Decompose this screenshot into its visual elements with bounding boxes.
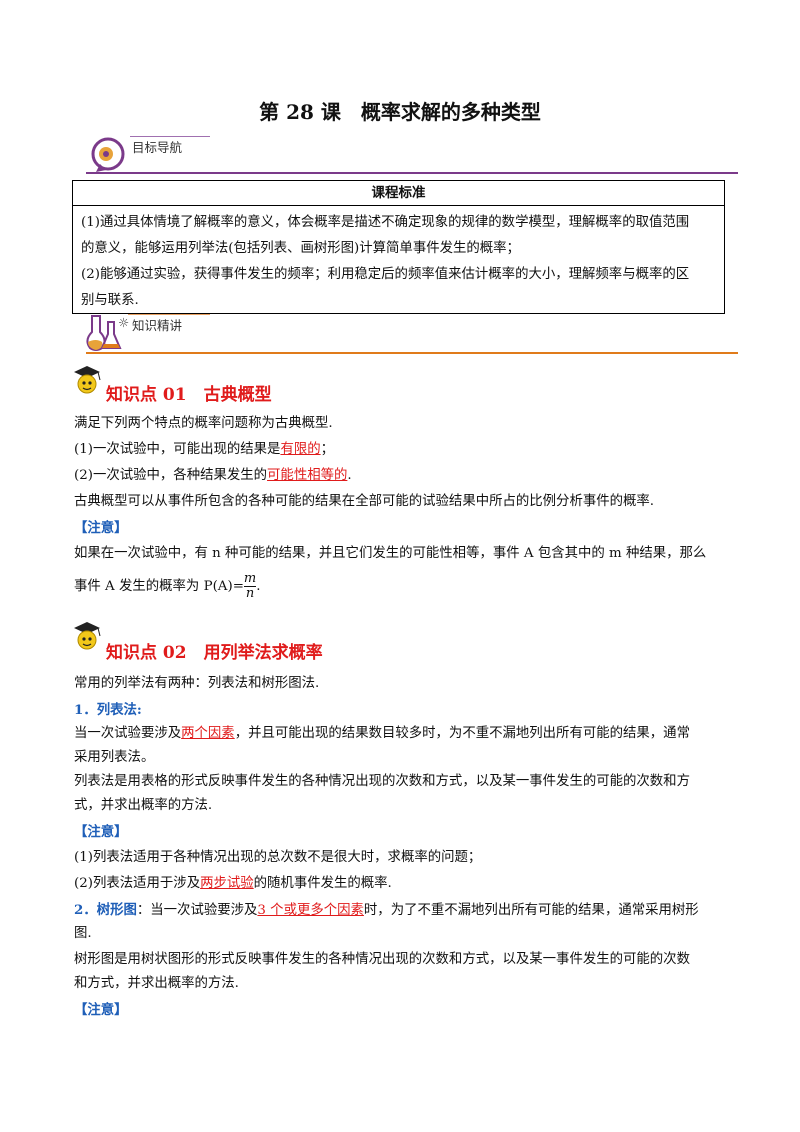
kp2-intro: 常用的列举法有两种：列表法和树形图法. xyxy=(74,676,320,691)
kp1-p1-highlight: 有限的 xyxy=(280,442,321,457)
standard-line-2: 的意义，能够运用列举法(包括列表、画树形图)计算简单事件发生的概率； xyxy=(81,241,520,256)
kp2-note-1: (1)列表法适用于各种情况出现的总次数不是很大时，求概率的问题； xyxy=(74,850,482,865)
kp2-list-method-heading: 1．列表法: xyxy=(74,702,142,718)
kp1-description: 古典概型可以从事件所包含的各种可能的结果在全部可能的试验结果中所占的比例分析事件… xyxy=(74,494,655,509)
kp2-n2-highlight: 两步试验 xyxy=(200,876,254,891)
kp2-note-heading-2: 【注意】 xyxy=(74,1002,128,1018)
knowledge-underline xyxy=(128,314,210,315)
kp2-list-line-4: 式，并求出概率的方法. xyxy=(74,798,213,813)
kp1-title: 知识点 01 古典概型 xyxy=(106,385,272,405)
goal-nav-rule xyxy=(86,172,738,174)
kp2-tree-line-2: 图. xyxy=(74,926,92,941)
flask-icon xyxy=(86,315,122,351)
goal-nav-underline xyxy=(130,136,210,137)
kp2-tree-text: ：当一次试验要涉及 xyxy=(136,903,258,918)
fraction-numerator: m xyxy=(243,571,257,586)
standard-line-1: (1)通过具体情境了解概率的意义，体会概率是描述不确定现象的规律的数学模型，理解… xyxy=(81,215,690,230)
fraction-denominator: n xyxy=(243,586,257,601)
kp2-l1-end: ，并且可能出现的结果数目较多时，为不重不漏地列出所有可能的结果，通常 xyxy=(234,726,690,741)
kp2-list-line-2: 采用列表法。 xyxy=(74,750,155,765)
knowledge-label-prefix: ☼ xyxy=(118,315,130,330)
knowledge-rule xyxy=(86,352,738,354)
kp2-tree-line-3: 树形图是用树状图形的形式反映事件发生的各种情况出现的次数和方式，以及某一事件发生… xyxy=(74,952,690,967)
kp1-p2-highlight: 可能性相等的 xyxy=(267,468,348,483)
goal-nav-label: 目标导航 xyxy=(132,140,183,155)
scholar-mascot-icon xyxy=(74,622,101,650)
course-standard-box: 课程标准 (1)通过具体情境了解概率的意义，体会概率是描述不确定现象的规律的数学… xyxy=(72,180,725,314)
kp1-p2-text: (2)一次试验中，各种结果发生的 xyxy=(74,468,268,483)
course-standard-heading: 课程标准 xyxy=(73,181,724,206)
kp2-tree-highlight: 3 个或更多个因素 xyxy=(257,903,364,918)
kp2-note-heading-1: 【注意】 xyxy=(74,824,128,840)
standard-line-4: 别与联系. xyxy=(81,293,139,308)
kp1-p1-text: (1)一次试验中，可能出现的结果是 xyxy=(74,442,281,457)
standard-line-3: (2)能够通过实验，获得事件发生的频率；利用稳定后的频率值来估计概率的大小，理解… xyxy=(81,267,690,282)
kp1-formula-text: 事件 A 发生的概率为 P(A)= xyxy=(74,579,244,594)
kp2-tree-line-4: 和方式，并求出概率的方法. xyxy=(74,976,239,991)
kp1-point-1: (1)一次试验中，可能出现的结果是有限的； xyxy=(74,440,734,460)
kp1-p2-end: . xyxy=(347,468,352,483)
kp2-tree-line-1: 2．树形图：当一次试验要涉及3 个或更多个因素时，为了不重不漏地列出所有可能的结… xyxy=(74,900,734,921)
kp2-n2-end: 的随机事件发生的概率. xyxy=(253,876,392,891)
kp2-tree-heading: 2．树形图 xyxy=(74,902,137,918)
brain-gear-icon xyxy=(91,137,125,172)
kp2-list-line-3: 列表法是用表格的形式反映事件发生的各种情况出现的次数和方式，以及某一事件发生的可… xyxy=(74,774,690,789)
kp1-p1-end: ； xyxy=(320,442,334,457)
kp2-tree-end: 时，为了不重不漏地列出所有可能的结果，通常采用树形 xyxy=(363,903,699,918)
page-title: 第 28 课 概率求解的多种类型 xyxy=(259,100,541,124)
kp2-l1-text: 当一次试验要涉及 xyxy=(74,726,182,741)
kp2-list-line-1: 当一次试验要涉及两个因素，并且可能出现的结果数目较多时，为不重不漏地列出所有可能… xyxy=(74,724,734,744)
kp2-title: 知识点 02 用列举法求概率 xyxy=(106,643,323,663)
kp1-note-line-1: 如果在一次试验中，有 n 种可能的结果，并且它们发生的可能性相等，事件 A 包含… xyxy=(74,546,707,561)
kp1-point-2: (2)一次试验中，各种结果发生的可能性相等的. xyxy=(74,466,734,486)
kp1-formula-end: . xyxy=(256,579,261,594)
kp1-note-line-2: 事件 A 发生的概率为 P(A)= m n. xyxy=(74,572,734,602)
kp2-note-2: (2)列表法适用于涉及两步试验的随机事件发生的概率. xyxy=(74,874,734,894)
knowledge-label: 知识精讲 xyxy=(132,318,183,333)
scholar-mascot-icon xyxy=(74,366,101,394)
kp2-n2-text: (2)列表法适用于涉及 xyxy=(74,876,201,891)
kp2-l1-highlight: 两个因素 xyxy=(181,726,235,741)
kp1-note-heading: 【注意】 xyxy=(74,520,128,536)
kp1-intro: 满足下列两个特点的概率问题称为古典概型. xyxy=(74,416,333,431)
